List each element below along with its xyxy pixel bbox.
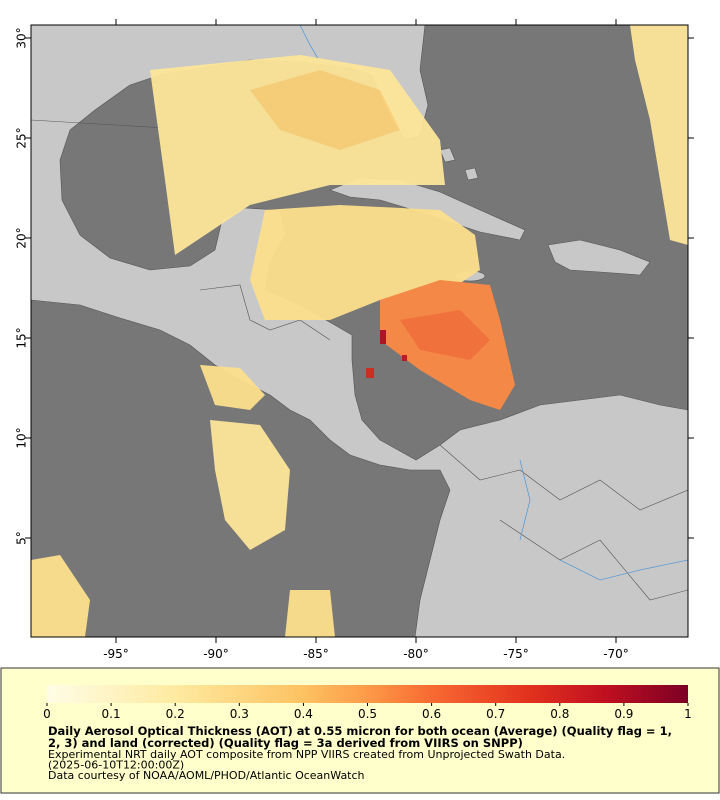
colorbar-tick-label: 0.8 (550, 707, 569, 721)
map-frame (30, 24, 689, 638)
colorbar-tick-label: 1 (684, 707, 692, 721)
lon-tick-label: -80° (403, 647, 429, 661)
lon-tick-label: -75° (503, 647, 529, 661)
colorbar-tick-label: 0.5 (358, 707, 377, 721)
caption-line: Experimental NRT daily AOT composite fro… (48, 748, 565, 761)
colorbar-tick-label: 0.1 (102, 707, 121, 721)
map-area (31, 25, 688, 637)
colorbar-tick-label: 0.3 (230, 707, 249, 721)
colorbar-tick-label: 0.2 (166, 707, 185, 721)
lat-tick-label: 25° (15, 127, 29, 148)
colorbar-tick-label: 0 (43, 707, 51, 721)
caption-title: Daily Aerosol Optical Thickness (AOT) at… (48, 724, 672, 738)
colorbar-tick-label: 0.6 (422, 707, 441, 721)
caption-line: Data courtesy of NOAA/AOML/PHOD/Atlantic… (48, 769, 365, 782)
lat-tick-label: 10° (15, 427, 29, 448)
colorbar-tick-label: 0.7 (486, 707, 505, 721)
rivers (299, 25, 688, 581)
lat-tick-label: 15° (15, 327, 29, 348)
caption-line: (2025-06-10T12:00:00Z) (48, 759, 184, 772)
land (31, 25, 688, 637)
aot-overlay (31, 25, 688, 637)
lon-tick-label: -70° (603, 647, 629, 661)
lat-tick-label: 5° (15, 531, 29, 545)
lon-tick-label: -95° (103, 647, 129, 661)
caption-title: 2, 3) and land (corrected) (Quality flag… (48, 736, 523, 750)
lon-tick-label: -85° (303, 647, 329, 661)
lat-tick-label: 30° (15, 27, 29, 48)
colorbar-tick-label: 0.9 (614, 707, 633, 721)
lat-tick-label: 20° (15, 227, 29, 248)
colorbar-tick-label: 0.4 (294, 707, 313, 721)
colorbar (47, 685, 688, 703)
lon-tick-label: -90° (203, 647, 229, 661)
